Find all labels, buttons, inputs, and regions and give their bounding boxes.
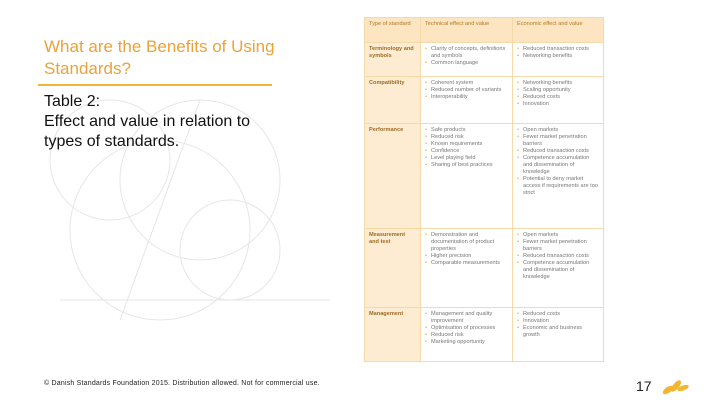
header-cell: Economic effect and value (512, 17, 604, 43)
bullet-item: Scaling opportunity (517, 87, 599, 94)
bullet-list: Open marketsFewer market penetration bar… (517, 127, 599, 197)
bullet-list: Open marketsFewer market penetration bar… (517, 232, 599, 281)
bullet-item: Management and quality improvement (425, 311, 508, 325)
type-cell: Terminology and symbols (364, 42, 421, 77)
bullet-item: Reduced transaction costs (517, 148, 599, 155)
bullet-item: Confidence (425, 148, 508, 155)
bullet-item: Safe products (425, 127, 508, 134)
table-row: PerformanceSafe productsReduced riskKnow… (364, 123, 604, 229)
bullet-item: Marketing opportunity (425, 339, 508, 346)
technical-cell: Clarity of concepts, definitions and sym… (420, 42, 513, 77)
bullet-item: Reduced costs (517, 94, 599, 101)
subtitle-block: Table 2: Effect and value in relation to… (44, 92, 284, 152)
table-row: ManagementManagement and quality improve… (364, 307, 604, 362)
slide-title: What are the Benefits of Using Standards… (44, 37, 275, 78)
bullet-item: Reduced risk (425, 134, 508, 141)
header-row: Type of standard Technical effect and val… (364, 17, 604, 43)
bullet-item: Clarity of concepts, definitions and sym… (425, 46, 508, 60)
bullet-item: Reduced transaction costs (517, 253, 599, 260)
bullet-list: Reduced transaction costsNetworking bene… (517, 46, 599, 60)
bullet-item: Level playing field (425, 155, 508, 162)
table-row: Terminology and symbols Clarity of concep… (364, 42, 604, 77)
bullet-item: Open markets (517, 127, 599, 134)
bullet-item: Competence accumulation and disseminatio… (517, 155, 599, 176)
bullet-list: Demonstration and documentation of produ… (425, 232, 508, 267)
bullet-item: Innovation (517, 101, 599, 108)
bullet-item: Reduced transaction costs (517, 46, 599, 53)
bullet-item: Reduced number of variants (425, 87, 508, 94)
bullet-item: Fewer market penetration barriers (517, 239, 599, 253)
bullet-item: Fewer market penetration barriers (517, 134, 599, 148)
bullet-item: Networking benefits (517, 80, 599, 87)
footer: © Danish Standards Foundation 2015. Dist… (44, 380, 320, 387)
bullet-list: Networking benefitsScaling opportunityRe… (517, 80, 599, 108)
technical-cell: Safe productsReduced riskKnown requireme… (420, 123, 513, 229)
title-rule (38, 84, 272, 86)
technical-cell: Management and quality improvementOptimi… (420, 307, 513, 362)
bullet-list: Safe productsReduced riskKnown requireme… (425, 127, 508, 169)
bullet-item: Demonstration and documentation of produ… (425, 232, 508, 253)
type-cell: Measurement and test (364, 228, 421, 308)
type-cell: Management (364, 307, 421, 362)
type-cell: Compatibility (364, 76, 421, 124)
bullet-item: Open markets (517, 232, 599, 239)
bullet-item: Economic and business growth (517, 325, 599, 339)
technical-cell: Demonstration and documentation of produ… (420, 228, 513, 308)
type-cell: Performance (364, 123, 421, 229)
bullet-item: Common language (425, 60, 508, 67)
table-label: Table 2: (44, 93, 101, 110)
bullet-item: Networking benefits (517, 53, 599, 60)
bullet-list: Management and quality improvementOptimi… (425, 311, 508, 346)
bullet-list: Clarity of concepts, definitions and sym… (425, 46, 508, 67)
header-cell: Type of standard (364, 17, 421, 43)
standards-table: Type of standard Technical effect and val… (364, 17, 604, 362)
economic-cell: Open marketsFewer market penetration bar… (512, 123, 604, 229)
bullet-item: Reduced costs (517, 311, 599, 318)
background-decoration (49, 99, 330, 321)
logo (662, 380, 689, 395)
header-cell: Technical effect and value (420, 17, 513, 43)
bullet-item: Interoperability (425, 94, 508, 101)
table-row: Measurement and testDemonstration and do… (364, 228, 604, 308)
bullet-item: Innovation (517, 318, 599, 325)
page-number: 17 (636, 378, 652, 394)
bullet-list: Coherent systemReduced number of variant… (425, 80, 508, 101)
technical-cell: Coherent systemReduced number of variant… (420, 76, 513, 124)
table-row: CompatibilityCoherent systemReduced numb… (364, 76, 604, 124)
bullet-item: Known requirements (425, 141, 508, 148)
economic-cell: Reduced costsInnovationEconomic and busi… (512, 307, 604, 362)
bullet-item: Potential to deny market access if requi… (517, 176, 599, 197)
economic-cell: Networking benefitsScaling opportunityRe… (512, 76, 604, 124)
bullet-item: Sharing of best practices (425, 162, 508, 169)
bullet-item: Optimisation of processes (425, 325, 508, 332)
economic-cell: Reduced transaction costsNetworking bene… (512, 42, 604, 77)
bullet-item: Higher precision (425, 253, 508, 260)
bullet-list: Reduced costsInnovationEconomic and busi… (517, 311, 599, 339)
economic-cell: Open marketsFewer market penetration bar… (512, 228, 604, 308)
bullet-item: Competence accumulation and disseminatio… (517, 260, 599, 281)
bullet-item: Comparable measurements (425, 260, 508, 267)
bullet-item: Reduced risk (425, 332, 508, 339)
table-caption: Effect and value in relation to types of… (44, 113, 251, 150)
bullet-item: Coherent system (425, 80, 508, 87)
